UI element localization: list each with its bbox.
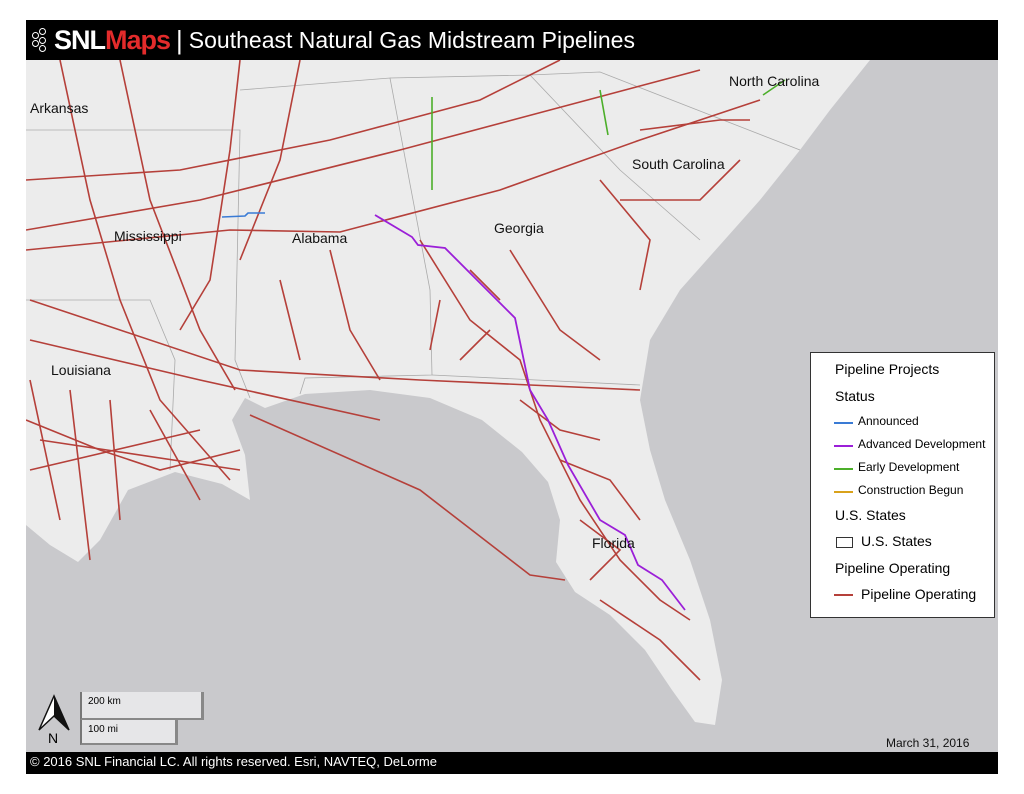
land: [26, 60, 870, 725]
state-label-arkansas: Arkansas: [30, 100, 89, 116]
legend-operating-item: Pipeline Operating: [861, 586, 977, 602]
state-label-louisiana: Louisiana: [51, 362, 111, 378]
scale-bar-mi: 100 mi: [80, 720, 178, 745]
legend-announced: Announced: [858, 414, 919, 428]
legend-status-heading: Status: [835, 388, 875, 404]
announced-pipeline: [221, 212, 265, 218]
advanced-development-pipeline: [374, 214, 686, 611]
map-title: Southeast Natural Gas Midstream Pipeline…: [188, 26, 635, 53]
scale-bar-km: 200 km: [80, 692, 204, 720]
legend-construction: Construction Begun: [858, 483, 964, 497]
state-borders: [26, 71, 801, 471]
legend-operating-heading: Pipeline Operating: [835, 560, 951, 576]
state-outline-swatch: [836, 537, 853, 548]
early-swatch: [834, 468, 853, 470]
state-label-south-carolina: South Carolina: [632, 156, 725, 172]
legend-advanced: Advanced Development: [858, 437, 986, 451]
footer-copyright: © 2016 SNL Financial LC. All rights rese…: [30, 754, 437, 769]
legend-states-item: U.S. States: [861, 533, 932, 549]
state-label-georgia: Georgia: [494, 220, 544, 236]
header: SNL Maps | Southeast Natural Gas Midstre…: [26, 20, 998, 60]
construction-swatch: [834, 491, 853, 493]
operating-pipelines: [26, 60, 761, 681]
map-svg: [26, 60, 870, 725]
legend: Pipeline Projects Status Announced Advan…: [810, 352, 995, 618]
early-development-pipelines: [431, 79, 786, 190]
map-date: March 31, 2016: [886, 736, 970, 750]
state-label-north-carolina: North Carolina: [729, 73, 820, 89]
title-separator: |: [176, 24, 183, 55]
announced-swatch: [834, 422, 853, 424]
legend-title: Pipeline Projects: [835, 361, 940, 377]
north-label: N: [48, 730, 59, 746]
map-frame: SNL Maps | Southeast Natural Gas Midstre…: [26, 20, 998, 774]
snl-logo-dots-icon: [32, 28, 52, 52]
brand-maps: Maps: [105, 24, 171, 55]
legend-early: Early Development: [858, 460, 960, 474]
state-label-alabama: Alabama: [292, 230, 348, 246]
map-canvas[interactable]: Arkansas Mississippi Alabama Georgia Sou…: [26, 60, 998, 752]
north-arrow-icon: [38, 694, 70, 731]
state-label-mississippi: Mississippi: [114, 228, 182, 244]
state-label-florida: Florida: [592, 535, 635, 551]
operating-swatch: [834, 594, 853, 596]
advanced-swatch: [834, 445, 853, 447]
legend-states-heading: U.S. States: [835, 507, 906, 523]
brand-snl: SNL: [54, 24, 106, 55]
